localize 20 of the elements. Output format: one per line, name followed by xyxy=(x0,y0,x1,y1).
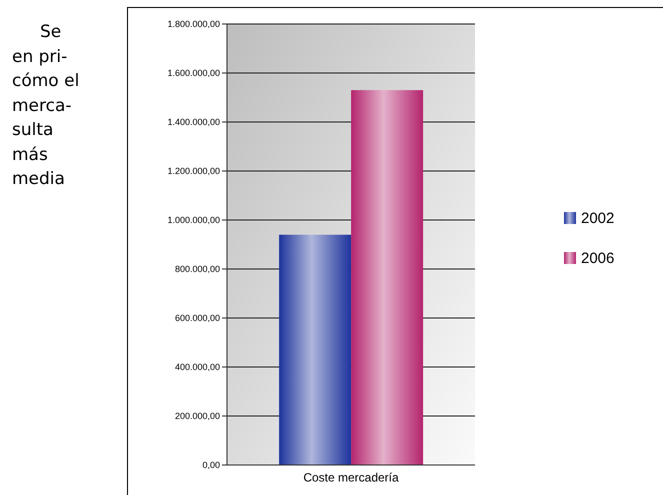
y-tick-label: 400.000,00 xyxy=(174,362,220,372)
y-tick-label: 1.400.000,00 xyxy=(167,117,220,128)
text: cómo el xyxy=(12,70,80,93)
y-tick-label: 200.000,00 xyxy=(174,411,220,422)
legend-label: 2002 xyxy=(581,210,614,226)
text: sulta xyxy=(12,119,54,142)
y-tick-label: 800.000,00 xyxy=(174,264,220,274)
text: más xyxy=(12,144,49,166)
text: media xyxy=(12,168,66,191)
y-tick-label: 1.200.000,00 xyxy=(167,166,220,176)
legend-label: 2006 xyxy=(581,250,614,266)
y-tick-label: 600.000,00 xyxy=(174,313,220,324)
text: en pri- xyxy=(12,46,68,68)
y-tick-label: 1.000.000,00 xyxy=(167,215,220,226)
text: merca- xyxy=(12,94,73,118)
text: Se xyxy=(39,21,62,44)
y-tick-label: 1.800.000,00 xyxy=(167,19,220,30)
y-tick-label: 0,00 xyxy=(202,460,220,470)
x-tick-label: Coste mercadería xyxy=(303,470,400,485)
y-tick-label: 1.600.000,00 xyxy=(167,68,220,78)
